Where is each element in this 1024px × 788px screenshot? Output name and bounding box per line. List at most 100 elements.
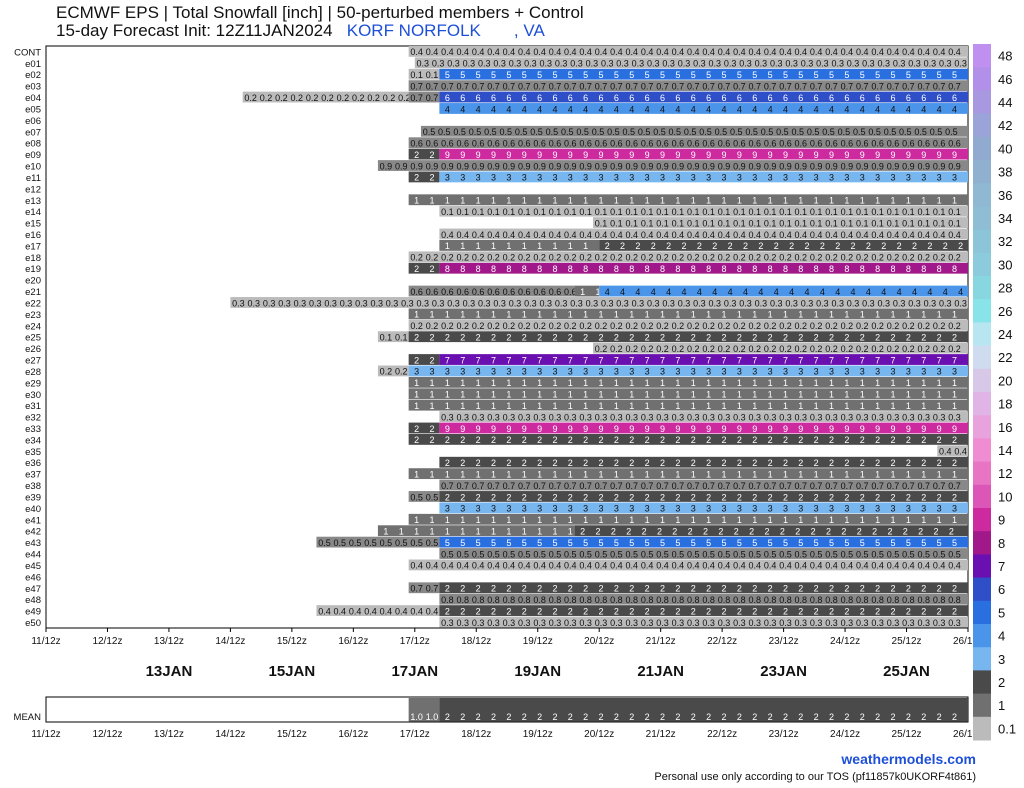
snow-value-label: 3 xyxy=(906,173,911,183)
snow-value-label: 1 xyxy=(430,527,435,537)
colorbar-tick-label: 28 xyxy=(998,281,1012,296)
colorbar-tick-label: 20 xyxy=(998,373,1012,388)
snow-value-label: 0.5 xyxy=(899,127,912,137)
snow-value-label: 2 xyxy=(906,458,911,468)
snow-value-label: 9 xyxy=(614,150,619,160)
snow-value-label: 0.4 xyxy=(718,230,731,240)
snow-value-label: 1 xyxy=(537,241,542,251)
snow-value-label: 1 xyxy=(522,310,527,320)
snow-value-label: 0.3 xyxy=(893,59,906,69)
colorbar-swatch xyxy=(973,206,991,231)
snow-value-label: 6 xyxy=(614,93,619,103)
snow-value-label: 1 xyxy=(645,469,650,479)
snow-value-label: 1 xyxy=(537,378,542,388)
snow-value-label: 0.5 xyxy=(699,127,712,137)
snow-value-label: 1 xyxy=(691,310,696,320)
snow-value-label: 0.2 xyxy=(718,253,731,263)
snow-value-label: 7 xyxy=(645,355,650,365)
snow-value-label: 4 xyxy=(851,287,856,297)
snow-value-label: 2 xyxy=(522,333,527,343)
snow-value-label: 3 xyxy=(875,504,880,514)
snow-value-label: 2 xyxy=(783,712,788,722)
snow-value-label: 0.5 xyxy=(810,549,823,559)
snow-value-label: 0.3 xyxy=(847,59,860,69)
snow-value-label: 0.9 xyxy=(395,161,408,171)
snow-value-label: 5 xyxy=(829,538,834,548)
snow-value-label: 1 xyxy=(614,196,619,206)
snow-value-label: 1 xyxy=(706,310,711,320)
snow-value-label: 0.9 xyxy=(841,161,854,171)
snow-value-label: 4 xyxy=(927,287,932,297)
snow-bar-e26-0 xyxy=(593,342,968,354)
snow-value-label: 0.7 xyxy=(472,81,485,91)
snow-value-label: 0.5 xyxy=(561,127,574,137)
snow-value-label: 0.3 xyxy=(687,618,700,628)
snow-value-label: 5 xyxy=(906,70,911,80)
day-label: 23JAN xyxy=(760,663,807,680)
snow-value-label: 8 xyxy=(645,264,650,274)
snow-value-label: 0.2 xyxy=(395,367,408,377)
colorbar-tick-label: 38 xyxy=(998,165,1012,180)
snow-value-label: 0.1 xyxy=(902,207,915,217)
snow-value-label: 5 xyxy=(691,70,696,80)
snow-value-label: 0.3 xyxy=(447,59,460,69)
colorbar-swatch xyxy=(973,44,991,68)
member-label-e38: e38 xyxy=(25,481,41,492)
snow-value-label: 3 xyxy=(460,504,465,514)
snow-value-label: 0.3 xyxy=(908,59,921,69)
snow-value-label: 0.8 xyxy=(718,595,731,605)
snow-value-label: 6 xyxy=(691,93,696,103)
snow-value-label: 0.1 xyxy=(626,207,639,217)
snow-value-label: 0.5 xyxy=(838,127,851,137)
snow-value-label: 0.3 xyxy=(662,298,675,308)
snow-value-label: 1 xyxy=(844,310,849,320)
snow-value-label: 0.2 xyxy=(687,321,700,331)
snow-value-label: 2 xyxy=(706,492,711,502)
init-label: 15-day Forecast Init: 12Z11JAN2024 xyxy=(56,21,333,40)
snow-value-label: 2 xyxy=(789,241,794,251)
snow-value-label: 2 xyxy=(614,712,619,722)
snow-value-label: 1 xyxy=(721,469,726,479)
snow-value-label: 1 xyxy=(814,401,819,411)
snow-value-label: 5 xyxy=(798,538,803,548)
snow-value-label: 2 xyxy=(614,333,619,343)
snow-value-label: 6 xyxy=(568,93,573,103)
snow-value-label: 0.3 xyxy=(441,618,454,628)
snow-value-label: 2 xyxy=(660,435,665,445)
snow-value-label: 2 xyxy=(875,606,880,616)
snow-value-label: 0.6 xyxy=(549,139,562,149)
snow-value-label: 5 xyxy=(568,70,573,80)
site-link[interactable]: weathermodels.com xyxy=(841,751,976,767)
snow-value-label: 0.1 xyxy=(948,207,961,217)
snow-value-label: 0.4 xyxy=(641,230,654,240)
snow-value-label: 0.2 xyxy=(533,321,546,331)
snow-value-label: 0.4 xyxy=(764,47,777,57)
snow-value-label: 0.5 xyxy=(884,127,897,137)
snow-value-label: 0.4 xyxy=(441,561,454,571)
snow-value-label: 0.2 xyxy=(948,253,961,263)
snow-value-label: 1 xyxy=(445,527,450,537)
member-label-e40: e40 xyxy=(25,504,41,515)
snow-value-label: 0.9 xyxy=(856,161,869,171)
snow-value-label: 0.3 xyxy=(887,412,900,422)
snow-value-label: 2 xyxy=(691,492,696,502)
snow-value-label: 6 xyxy=(737,93,742,103)
member-label-e37: e37 xyxy=(25,470,41,481)
snow-value-label: 4 xyxy=(804,287,809,297)
snow-value-label: 1 xyxy=(660,515,665,525)
snow-value-label: 0.8 xyxy=(441,595,454,605)
snow-value-label: 0.3 xyxy=(564,618,577,628)
snow-value-label: 9 xyxy=(860,150,865,160)
snow-value-label: 0.7 xyxy=(687,81,700,91)
colorbar-tick-label: 1 xyxy=(998,698,1005,713)
snow-value-label: 0.2 xyxy=(672,321,685,331)
snow-value-label: 2 xyxy=(768,458,773,468)
snow-value-label: 2 xyxy=(506,584,511,594)
snow-value-label: 0.5 xyxy=(887,549,900,559)
snow-value-label: 1 xyxy=(583,241,588,251)
snow-value-label: 1 xyxy=(491,527,496,537)
snow-value-label: 0.8 xyxy=(487,595,500,605)
snow-value-label: 0.1 xyxy=(871,218,884,228)
snow-value-label: 0.2 xyxy=(291,93,304,103)
snow-value-label: 0.4 xyxy=(672,561,685,571)
